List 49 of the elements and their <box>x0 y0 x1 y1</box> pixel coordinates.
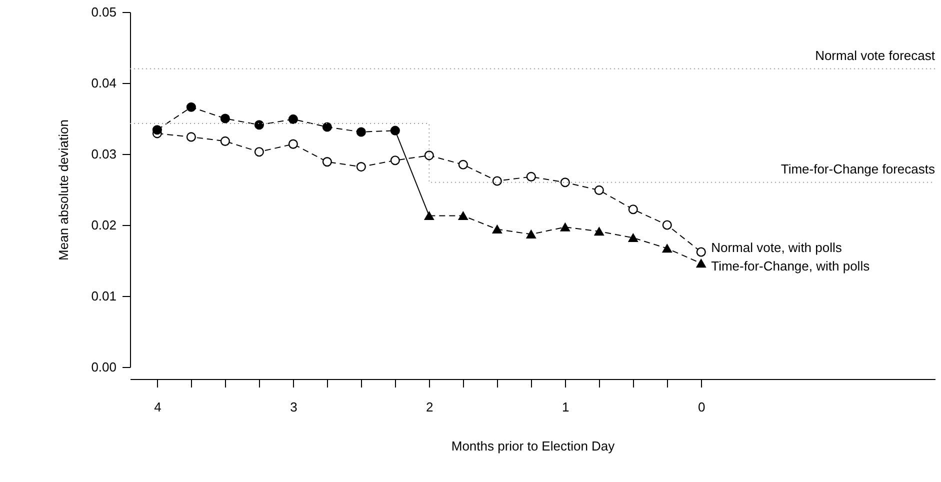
y-axis-title: Mean absolute deviation <box>56 120 72 260</box>
point <box>662 244 672 253</box>
point <box>560 222 570 232</box>
point <box>594 227 604 236</box>
point <box>560 178 570 188</box>
point <box>186 132 196 142</box>
point <box>696 259 706 268</box>
y-tick-label: 0.01 <box>91 288 116 304</box>
y-tick-label: 0.04 <box>91 76 116 90</box>
y-tick-label: 0.02 <box>91 218 116 232</box>
point <box>390 156 400 166</box>
point <box>186 102 196 112</box>
point <box>492 225 502 234</box>
point <box>288 114 298 124</box>
y-tick-label: 0.05 <box>91 4 116 20</box>
point <box>458 160 468 170</box>
point <box>662 220 672 230</box>
x-tick-label: 1 <box>562 400 570 414</box>
x-axis-title: Months prior to Election Day <box>451 438 616 454</box>
point <box>254 120 264 130</box>
point <box>356 127 366 137</box>
point <box>390 126 400 136</box>
point <box>492 176 502 186</box>
point <box>594 185 604 195</box>
point <box>526 230 536 238</box>
y-tick-label: 0.03 <box>91 146 116 162</box>
series-label: Time-for-Change forecasts <box>780 161 936 176</box>
series-label: Time-for-Change, with polls <box>711 258 870 274</box>
x-tick-label: 3 <box>290 400 298 414</box>
point <box>628 234 638 242</box>
x-tick-label: 0 <box>698 400 706 414</box>
point <box>526 172 536 182</box>
point <box>322 157 332 167</box>
point <box>628 204 638 214</box>
point <box>220 136 230 146</box>
series-label: Normal vote, with polls <box>711 240 842 255</box>
point <box>254 147 264 157</box>
point <box>356 162 366 172</box>
point <box>288 139 298 149</box>
x-tick-label: 2 <box>426 400 434 414</box>
x-tick-label: 4 <box>154 400 162 414</box>
ref-line-label: Normal vote forecast <box>815 48 936 63</box>
point <box>152 125 162 135</box>
point <box>220 114 230 124</box>
point <box>322 122 332 132</box>
point <box>424 150 434 160</box>
y-tick-label: 0.00 <box>91 360 116 374</box>
point <box>696 247 706 257</box>
point <box>458 212 468 220</box>
